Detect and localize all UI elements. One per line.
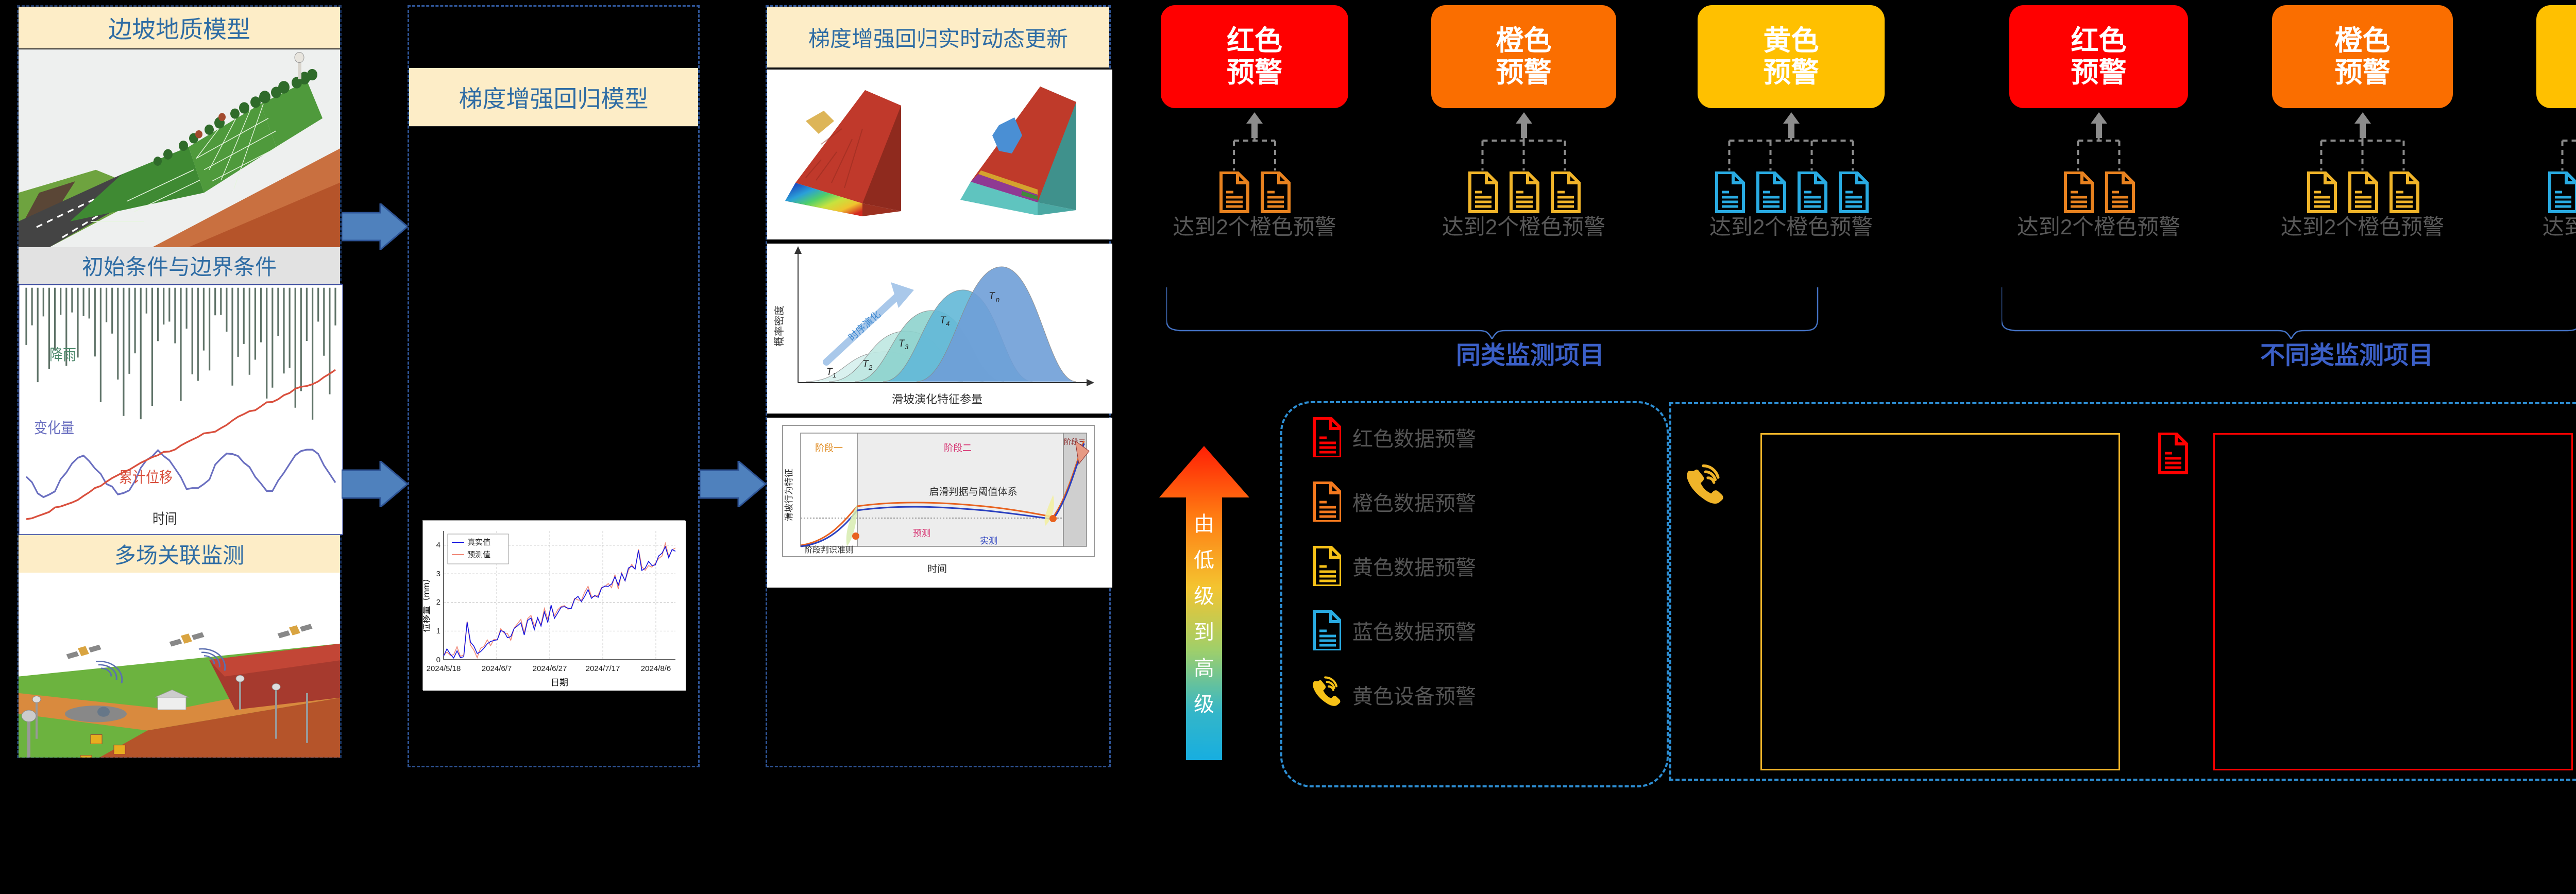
svg-text:低: 低 — [1194, 549, 1214, 572]
svg-text:高: 高 — [1194, 657, 1214, 680]
svg-text:到: 到 — [1194, 621, 1214, 644]
svg-text:由: 由 — [1194, 513, 1214, 536]
svg-text:级: 级 — [1194, 585, 1214, 608]
svg-text:级: 级 — [1194, 693, 1214, 716]
